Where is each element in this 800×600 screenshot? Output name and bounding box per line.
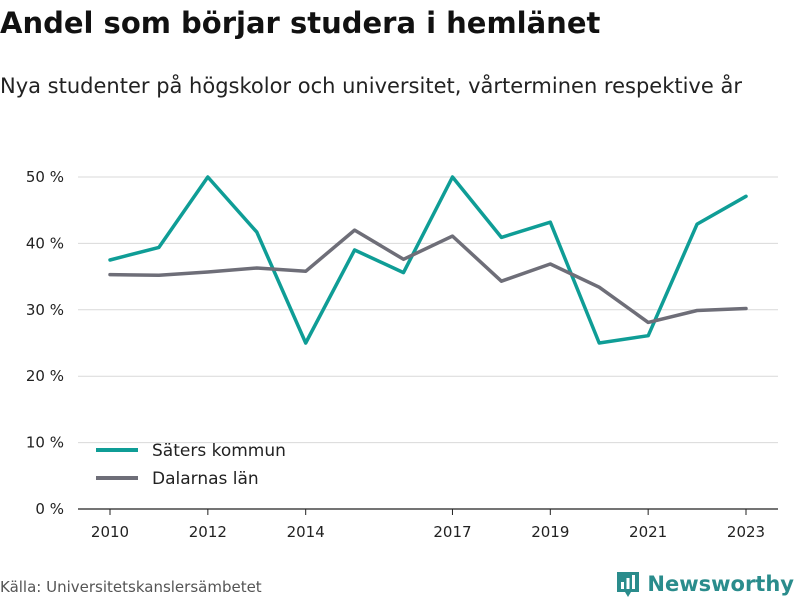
y-tick-label: 20 % [26, 367, 64, 385]
series-line-2 [108, 228, 748, 325]
x-tick-label: 2017 [433, 523, 471, 541]
bar-chart-flag-icon [617, 572, 640, 597]
y-tick-label: 50 % [26, 168, 64, 186]
x-tick-label: 2019 [531, 523, 569, 541]
source-note: Källa: Universitetskanslersämbetet [0, 578, 262, 596]
series-line-1 [108, 175, 748, 345]
x-tick-label: 2021 [629, 523, 667, 541]
y-tick-label: 10 % [26, 434, 64, 452]
legend-label: Säters kommun [152, 441, 286, 461]
x-tick-label: 2010 [91, 523, 129, 541]
brand-logo: Newsworthy [615, 570, 794, 598]
y-tick-label: 0 % [35, 500, 64, 518]
chart-title: Andel som börjar studera i hemlänet [0, 6, 601, 40]
x-tick-label: 2014 [287, 523, 325, 541]
y-tick-label: 40 % [26, 234, 64, 252]
chart-subtitle: Nya studenter på högskolor och universit… [0, 74, 742, 98]
y-tick-label: 30 % [26, 301, 64, 319]
legend-label: Dalarnas län [152, 469, 259, 489]
x-tick-label: 2023 [727, 523, 765, 541]
x-tick-label: 2012 [189, 523, 227, 541]
brand-name: Newsworthy [647, 572, 794, 596]
